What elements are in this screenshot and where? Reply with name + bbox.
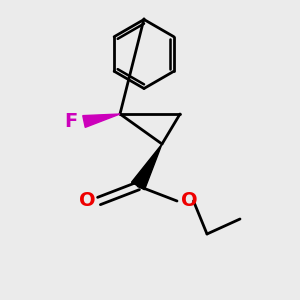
Polygon shape	[83, 114, 120, 128]
Text: O: O	[79, 191, 95, 211]
Text: O: O	[181, 191, 197, 211]
Text: F: F	[64, 112, 77, 131]
Polygon shape	[131, 144, 162, 190]
